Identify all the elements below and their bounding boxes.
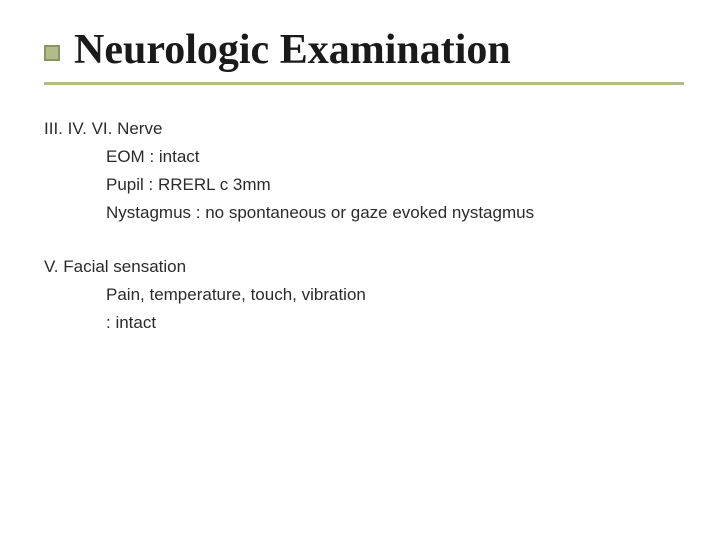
block-heading: V. Facial sensation xyxy=(44,253,680,281)
page-title: Neurologic Examination xyxy=(74,28,511,72)
block-line: Pupil : RRERL c 3mm xyxy=(106,171,680,199)
block-line: EOM : intact xyxy=(106,143,680,171)
slide-content: III. IV. VI. Nerve EOM : intact Pupil : … xyxy=(44,115,680,337)
block-line: Nystagmus : no spontaneous or gaze evoke… xyxy=(106,199,680,227)
title-row: Neurologic Examination xyxy=(44,28,680,72)
block-line: Pain, temperature, touch, vibration xyxy=(106,281,680,309)
title-underline xyxy=(44,82,684,85)
content-block: V. Facial sensation Pain, temperature, t… xyxy=(44,253,680,337)
block-line: : intact xyxy=(106,309,680,337)
block-heading: III. IV. VI. Nerve xyxy=(44,115,680,143)
content-block: III. IV. VI. Nerve EOM : intact Pupil : … xyxy=(44,115,680,227)
slide: Neurologic Examination III. IV. VI. Nerv… xyxy=(0,0,720,540)
title-bullet-icon xyxy=(44,45,60,61)
